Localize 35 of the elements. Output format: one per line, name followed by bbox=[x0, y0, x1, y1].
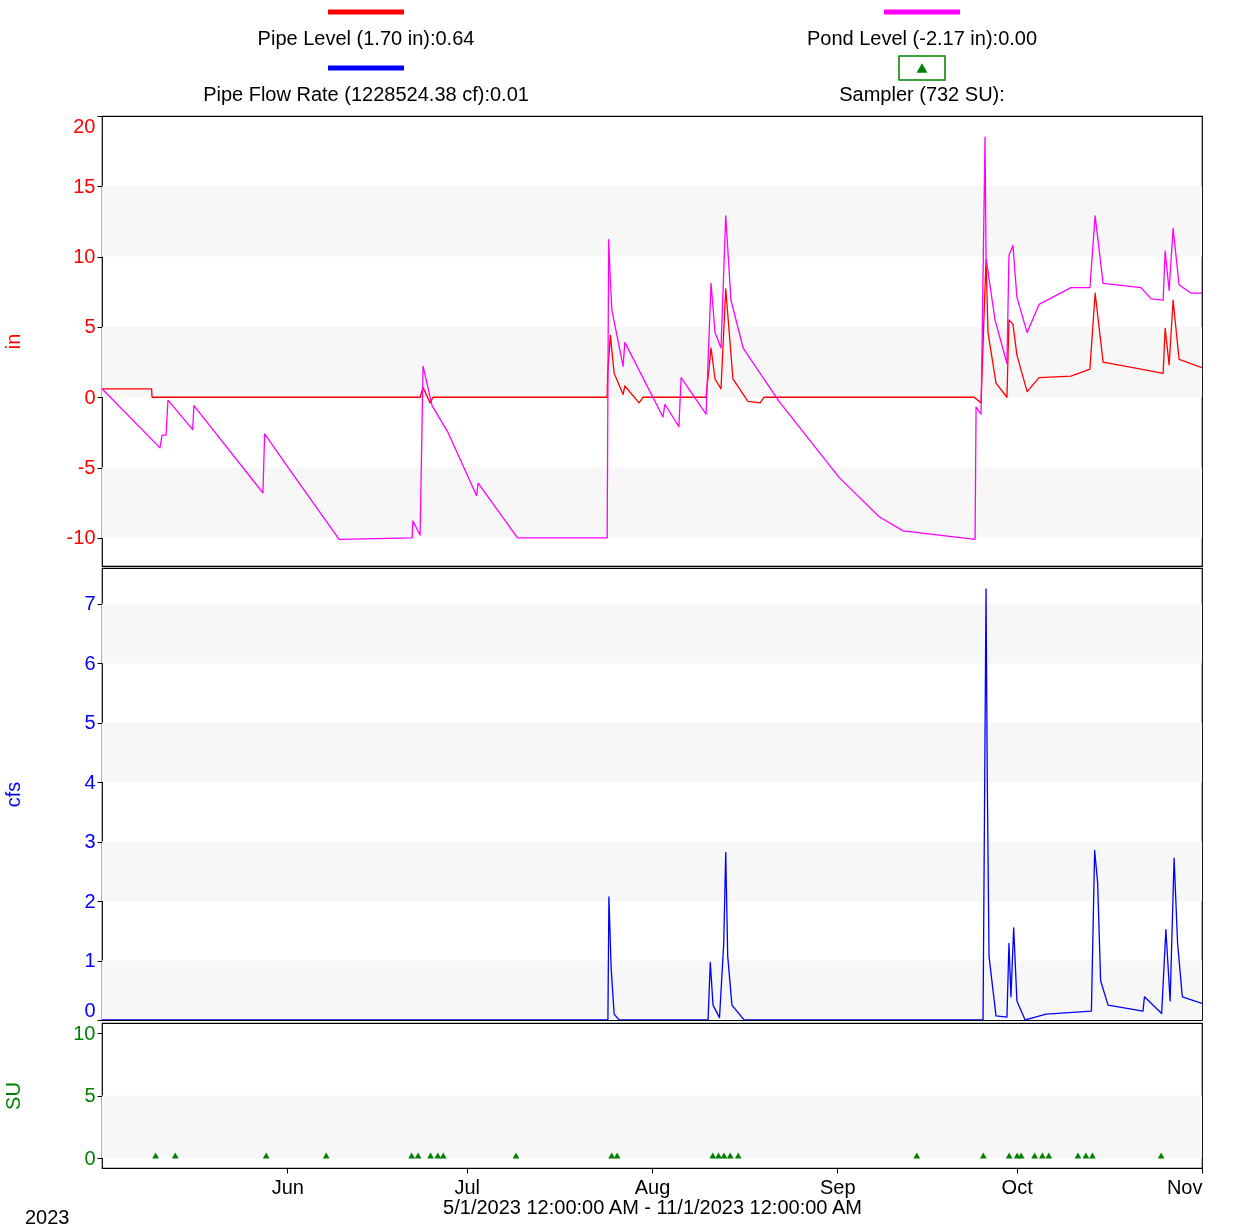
y-tick-label: 2 bbox=[84, 889, 96, 912]
y-tick-label: 5 bbox=[84, 1084, 96, 1106]
y-tick-label: 10 bbox=[73, 1021, 96, 1044]
legend-label: Pipe Flow Rate (1228524.38 cf):0.01 bbox=[203, 83, 529, 105]
y-tick-label: 0 bbox=[84, 1146, 96, 1169]
y-tick-label: 5 bbox=[84, 711, 96, 734]
line-series bbox=[102, 258, 1202, 404]
y-tick-label: 4 bbox=[84, 770, 96, 793]
x-tick-label: Sep bbox=[820, 1175, 856, 1198]
y-axis-title: SU bbox=[1, 1082, 24, 1110]
y-tick-label: 6 bbox=[84, 651, 96, 674]
y-axis-title: in bbox=[1, 333, 24, 350]
y-tick-label: 0 bbox=[84, 385, 96, 408]
y-tick-label: -5 bbox=[77, 456, 96, 479]
line-series bbox=[102, 588, 1202, 1020]
y-tick-label: 0 bbox=[84, 998, 96, 1021]
y-tick-label: 3 bbox=[84, 830, 96, 853]
x-tick-label: Oct bbox=[1001, 1175, 1034, 1198]
legend-label: Sampler (732 SU): bbox=[839, 83, 1005, 105]
y-tick-label: 5 bbox=[84, 315, 96, 338]
legend-label: Pipe Level (1.70 in):0.64 bbox=[257, 27, 475, 49]
x-tick-label: Jun bbox=[271, 1175, 304, 1198]
y-tick-label: 10 bbox=[73, 245, 96, 268]
y-tick-label: 1 bbox=[84, 949, 96, 972]
y-tick-label: 20 bbox=[73, 114, 96, 137]
y-tick-label: -10 bbox=[66, 526, 96, 549]
y-axis-title: cfs bbox=[1, 781, 24, 808]
x-tick-label: Aug bbox=[634, 1175, 671, 1198]
x-tick-label: Jul bbox=[454, 1175, 480, 1198]
y-tick-label: 15 bbox=[73, 174, 96, 197]
y-tick-label: 7 bbox=[84, 592, 96, 615]
text: 2023 bbox=[25, 1206, 70, 1228]
x-tick-label: Nov bbox=[1166, 1175, 1203, 1198]
legend-label: Pond Level (-2.17 in):0.00 bbox=[806, 27, 1038, 49]
line-series bbox=[102, 136, 1202, 540]
